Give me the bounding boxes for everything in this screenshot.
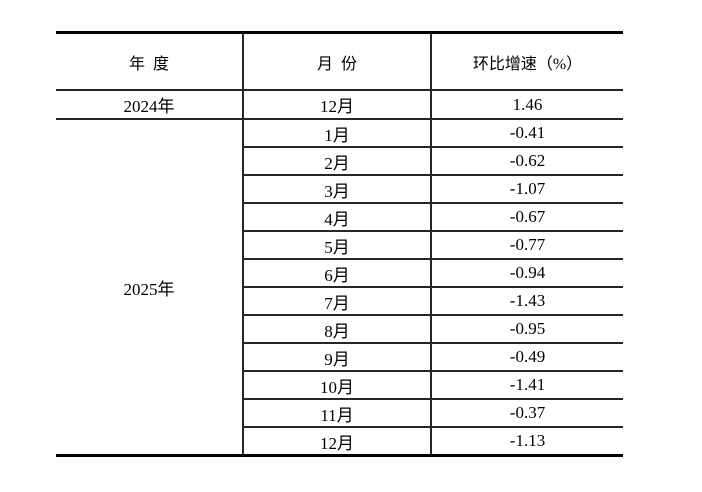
value-cell: -0.41: [430, 119, 623, 148]
month-cell: 8月: [242, 315, 431, 344]
table-row: 2024年 12月 1.46: [56, 90, 623, 120]
value-cell: -1.13: [430, 427, 623, 457]
table-row: 9月 -0.49: [56, 343, 623, 372]
value-cell: -0.49: [430, 343, 623, 372]
table-row: 8月 -0.95: [56, 315, 623, 344]
month-cell: 3月: [242, 175, 431, 204]
table-row: 11月 -0.37: [56, 399, 623, 428]
month-cell: 9月: [242, 343, 431, 372]
col-header-year: 年 度: [56, 32, 243, 91]
value-cell: -0.94: [430, 259, 623, 288]
table-row: 6月 -0.94: [56, 259, 623, 288]
month-cell: 12月: [242, 90, 431, 120]
table-row: 7月 -1.43: [56, 287, 623, 316]
value-cell: -0.37: [430, 399, 623, 428]
month-cell: 12月: [242, 427, 431, 457]
col-header-month: 月 份: [242, 32, 431, 91]
month-cell: 11月: [242, 399, 431, 428]
header-row: 年 度 月 份 环比增速（%）: [56, 32, 623, 91]
value-cell: -1.43: [430, 287, 623, 316]
month-cell: 1月: [242, 119, 431, 148]
col-header-growth: 环比增速（%）: [430, 32, 623, 91]
year-cell-2025: 2025年: [123, 279, 175, 299]
table-row: 2025年 1月 -0.41: [56, 119, 623, 299]
value-cell: -1.41: [430, 371, 623, 400]
month-cell: 2月: [242, 147, 431, 176]
value-cell: -0.77: [430, 231, 623, 260]
mom-growth-table: 年 度 月 份 环比增速（%） 2024年 12月 1.46 2025年 1月 …: [56, 31, 623, 457]
month-cell: 6月: [242, 259, 431, 288]
value-cell: -1.07: [430, 175, 623, 204]
value-cell: -0.62: [430, 147, 623, 176]
month-cell: 4月: [242, 203, 431, 232]
table-row: 10月 -1.41: [56, 371, 623, 400]
month-cell: 7月: [242, 287, 431, 316]
table-row: 3月 -1.07: [56, 175, 623, 204]
value-cell: 1.46: [430, 90, 623, 120]
month-cell: 5月: [242, 231, 431, 260]
table-row: 2月 -0.62: [56, 147, 623, 176]
year-cell-2024: 2024年: [56, 90, 243, 120]
table-row: 5月 -0.77: [56, 231, 623, 260]
value-cell: -0.67: [430, 203, 623, 232]
table-row: 4月 -0.67: [56, 203, 623, 232]
month-cell: 10月: [242, 371, 431, 400]
value-cell: -0.95: [430, 315, 623, 344]
table-row: 12月 -1.13: [56, 427, 623, 457]
